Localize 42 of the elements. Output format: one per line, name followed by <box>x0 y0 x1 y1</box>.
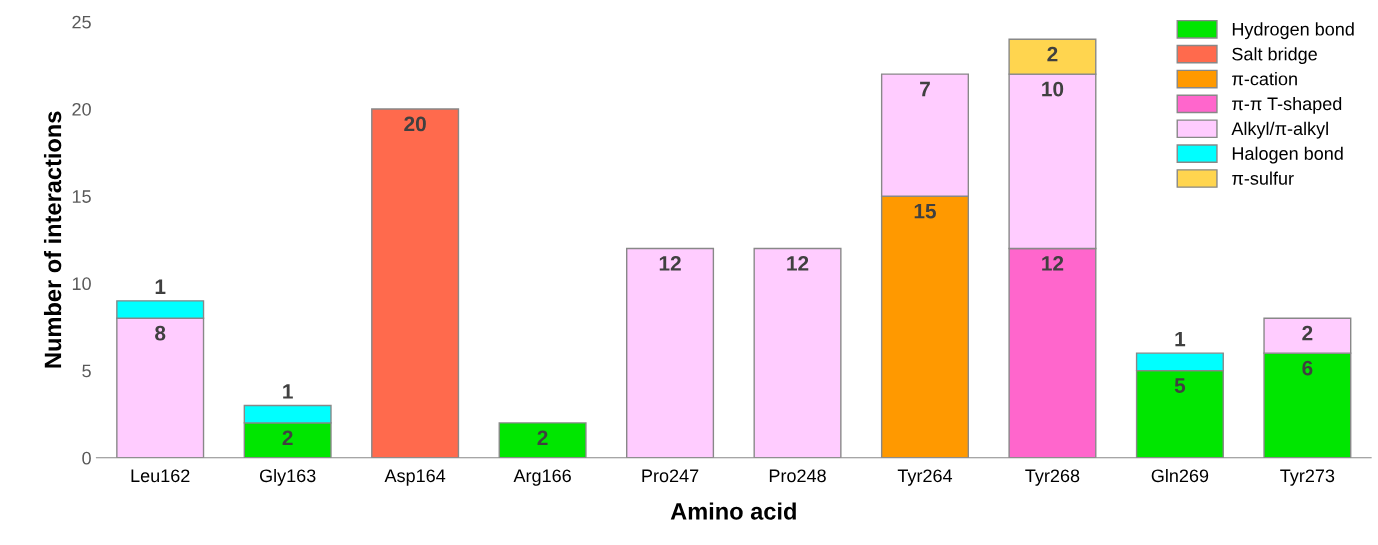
y-tick-label: 25 <box>72 15 91 29</box>
data-label: 5 <box>1174 378 1186 393</box>
y-tick-label: 10 <box>72 277 91 291</box>
x-tick-label: Pro248 <box>769 469 826 483</box>
x-tick-label: Gln269 <box>1151 468 1209 483</box>
data-label: 7 <box>920 81 930 97</box>
legend-label: π-π T-shaped <box>1232 96 1342 114</box>
legend-label: π-sulfur <box>1232 171 1294 185</box>
data-label: 2 <box>282 430 293 445</box>
legend-label: π-cation <box>1232 72 1297 86</box>
x-tick-label: Gly163 <box>259 468 316 486</box>
legend-label: Salt bridge <box>1232 47 1317 65</box>
x-tick-label: Tyr264 <box>897 469 953 486</box>
y-tick-label: 5 <box>82 364 91 378</box>
data-label: 12 <box>1042 256 1064 271</box>
data-label: 12 <box>787 256 809 271</box>
y-tick-label: 20 <box>72 102 91 116</box>
data-label: 12 <box>659 256 681 271</box>
legend-label: Alkyl/π-alkyl <box>1231 121 1328 139</box>
data-label: 2 <box>1302 325 1313 341</box>
x-tick-label: Tyr273 <box>1280 469 1335 486</box>
data-label: 1 <box>155 279 166 294</box>
data-label: 2 <box>1047 46 1058 62</box>
x-tick-label: Pro247 <box>642 469 699 483</box>
data-label: 8 <box>155 325 166 341</box>
legend-label: Halogen bond <box>1232 146 1343 164</box>
y-tick-label: 0 <box>82 451 91 465</box>
x-tick-label: Asp164 <box>384 469 446 486</box>
x-tick-label: Arg166 <box>513 469 571 486</box>
data-label: 20 <box>404 116 426 132</box>
x-tick-label: Tyr268 <box>1025 469 1080 486</box>
x-axis-title: Amino acid <box>670 502 796 520</box>
x-tick-label: Leu162 <box>131 469 190 483</box>
data-label: 6 <box>1302 360 1313 376</box>
data-label: 1 <box>283 384 293 399</box>
data-label: 15 <box>914 203 936 219</box>
y-tick-label: 15 <box>72 190 91 203</box>
legend-label: Hydrogen bond <box>1232 22 1354 40</box>
data-label: 2 <box>537 430 548 445</box>
data-label: 1 <box>1175 331 1186 347</box>
data-label: 10 <box>1042 81 1064 97</box>
y-axis-title: Number of interactions <box>43 111 62 368</box>
